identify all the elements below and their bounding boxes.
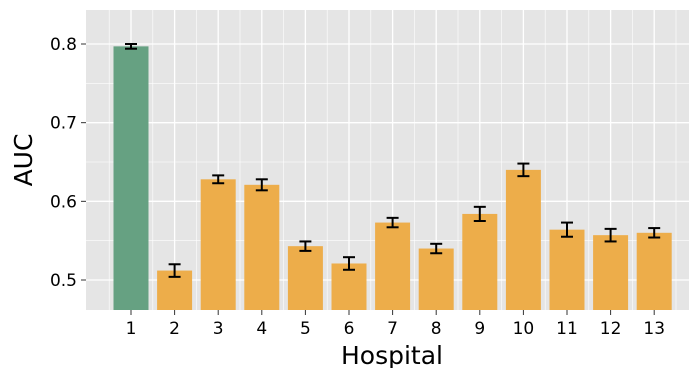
error-bar-hospital-7	[386, 216, 399, 229]
y-tick-label: 0.7	[50, 114, 77, 134]
x-tick-label: 3	[213, 319, 224, 339]
x-tick-label: 11	[556, 319, 578, 339]
bar-hospital-1	[113, 46, 149, 311]
x-tick-label: 7	[387, 319, 398, 339]
error-bar-hospital-13	[648, 227, 661, 239]
error-bar-hospital-1	[125, 43, 137, 50]
x-tick-label: 12	[600, 319, 622, 339]
error-bar-hospital-9	[473, 205, 486, 222]
error-bar-hospital-8	[430, 242, 443, 255]
bar-hospital-9	[462, 213, 498, 310]
y-tick-label: 0.6	[50, 192, 77, 212]
x-tick-label: 10	[513, 319, 535, 339]
bar-hospital-4	[244, 184, 280, 310]
x-tick-label: 2	[169, 319, 180, 339]
error-bars	[125, 43, 661, 278]
error-bar-hospital-6	[343, 256, 355, 271]
x-tick-label: 13	[643, 319, 665, 339]
bar-hospital-10	[505, 169, 541, 310]
error-bar-hospital-2	[168, 263, 181, 278]
y-axis-title: AUC	[9, 134, 38, 187]
bar-hospital-8	[418, 248, 454, 310]
error-bar-hospital-4	[255, 178, 268, 192]
error-bar-hospital-10	[517, 162, 530, 178]
x-tick-label: 9	[474, 319, 485, 339]
x-axis-title: Hospital	[341, 341, 443, 368]
bar-hospital-6	[331, 263, 367, 310]
error-bar-hospital-11	[561, 221, 573, 238]
error-bar-hospital-3	[212, 174, 225, 185]
x-tick-label: 4	[256, 319, 267, 339]
error-bar-hospital-12	[604, 227, 617, 243]
x-tick-label: 5	[300, 319, 311, 339]
y-tick-label: 0.5	[50, 271, 77, 291]
bar-hospital-13	[636, 232, 672, 310]
bar-hospital-11	[549, 229, 585, 310]
x-tick-label: 1	[126, 319, 137, 339]
x-axis-ticks: 1 2 3 4 5 6 7 8 9 10 11 12 13	[126, 310, 665, 339]
bars	[113, 46, 672, 311]
x-tick-label: 8	[431, 319, 442, 339]
bar-hospital-5	[287, 246, 323, 310]
y-tick-label: 0.8	[50, 35, 77, 55]
bar-hospital-7	[375, 222, 411, 310]
y-axis-ticks: 0.5 0.6 0.7 0.8	[50, 35, 86, 291]
error-bar-hospital-5	[299, 240, 312, 252]
bar-hospital-12	[593, 235, 629, 310]
bar-hospital-3	[200, 179, 236, 310]
x-tick-label: 6	[344, 319, 355, 339]
